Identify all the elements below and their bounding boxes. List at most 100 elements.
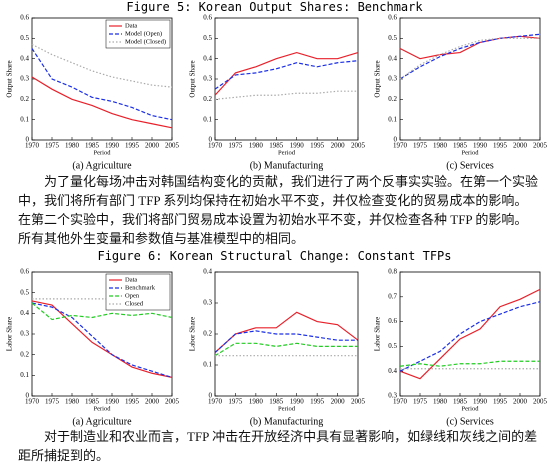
x-tick-label: 2000	[513, 142, 528, 150]
x-tick-label: 1995	[310, 142, 325, 150]
y-tick-label: 0.4	[388, 54, 397, 62]
series-line	[399, 35, 541, 60]
x-tick-label: 1980	[65, 398, 80, 406]
x-axis-label: Period	[94, 405, 112, 412]
y-tick-label: 0.3	[388, 75, 397, 83]
series-line	[214, 60, 359, 90]
y-tick-label: 0.4	[203, 268, 212, 276]
series-line	[31, 48, 173, 121]
y-tick-label: 0.2	[203, 95, 212, 103]
x-tick-label: 1995	[310, 398, 325, 406]
series-line	[214, 51, 359, 96]
x-tick-label: 2005	[533, 142, 548, 150]
series-line	[214, 311, 359, 354]
y-tick-label: 0.6	[388, 14, 397, 22]
series-line	[399, 360, 540, 367]
legend-label: Open	[125, 292, 140, 299]
chart-caption: (c) Services	[446, 160, 494, 171]
y-tick-label: 0.1	[203, 361, 212, 369]
chart-caption: (b) Manufacturing	[250, 160, 324, 171]
x-tick-label: 1985	[85, 398, 100, 406]
series-line	[31, 300, 173, 378]
chart-caption: (a) Agriculture	[72, 416, 132, 427]
y-tick-label: 0.2	[20, 95, 29, 103]
x-tick-label: 1985	[453, 398, 468, 406]
x-tick-label: 1975	[45, 142, 60, 150]
y-tick-label: 0.5	[203, 34, 212, 42]
y-tick-label: 0.5	[20, 288, 29, 296]
series-line	[399, 301, 541, 372]
x-tick-label: 1985	[269, 142, 284, 150]
y-tick-label: 0.1	[388, 115, 397, 123]
x-axis-label: Period	[462, 405, 480, 412]
y-tick-label: 0	[394, 136, 398, 144]
series-line	[31, 43, 173, 88]
y-tick-label: 0.7	[388, 292, 397, 300]
x-tick-label: 1975	[413, 142, 428, 150]
chart-caption: (c) Services	[446, 416, 494, 427]
x-tick-label: 1985	[269, 398, 284, 406]
legend-label: Benchmark	[125, 284, 156, 291]
x-tick-label: 2005	[165, 142, 180, 150]
y-tick-label: 0.6	[20, 268, 29, 276]
y-axis-label: Output Share	[189, 60, 197, 97]
x-tick-label: 1995	[125, 142, 140, 150]
y-tick-label: 0.1	[20, 115, 29, 123]
x-tick-label: 2005	[533, 398, 548, 406]
series-line	[214, 90, 358, 100]
y-tick-label: 0.5	[20, 34, 29, 42]
series-line	[214, 330, 358, 354]
x-tick-label: 1980	[249, 142, 264, 150]
x-tick-label: 1970	[25, 142, 40, 150]
x-tick-label: 1985	[453, 142, 468, 150]
legend-label: Closed	[125, 300, 144, 307]
y-axis-label: Labor Share	[374, 317, 382, 351]
x-tick-label: 2000	[145, 398, 160, 406]
y-tick-label: 0.1	[203, 115, 212, 123]
chart-caption: (a) Agriculture	[72, 160, 132, 171]
paragraph: 对于制造业和农业而言，TFP 冲击在开放经济中具有显著影响，如绿线和灰线之间的差…	[18, 429, 538, 463]
x-tick-label: 2000	[145, 142, 160, 150]
x-tick-label: 1980	[65, 142, 80, 150]
legend-label: Data	[125, 22, 137, 29]
paragraph: 为了量化每场冲击对韩国结构变化的贡献，我们进行了两个反事实实验。在第一个实验中，…	[18, 174, 539, 246]
y-tick-label: 0.3	[203, 75, 212, 83]
x-tick-label: 1980	[433, 398, 448, 406]
x-tick-label: 1975	[228, 142, 243, 150]
x-tick-label: 1975	[45, 398, 60, 406]
y-tick-label: 0.6	[388, 317, 397, 325]
figure-title: Figure 6: Korean Structural Change: Cons…	[97, 249, 452, 263]
y-tick-label: 0.6	[20, 14, 29, 22]
y-tick-label: 0	[209, 392, 213, 400]
x-tick-label: 2000	[513, 398, 528, 406]
x-tick-label: 2000	[331, 142, 346, 150]
legend-label: Data	[125, 276, 137, 283]
plot-frame	[214, 17, 359, 141]
x-tick-label: 1970	[208, 398, 223, 406]
y-axis-label: Labor Share	[189, 317, 197, 351]
legend-label: Model (Closed)	[125, 38, 166, 45]
y-tick-label: 0.4	[388, 367, 397, 375]
x-axis-label: Period	[462, 149, 480, 156]
series-line	[214, 342, 358, 357]
y-tick-label: 0.3	[20, 75, 29, 83]
x-tick-label: 1980	[433, 142, 448, 150]
x-tick-label: 1990	[105, 142, 120, 150]
x-tick-label: 1985	[85, 142, 100, 150]
y-axis-label: Output Share	[374, 60, 382, 97]
series-line	[399, 33, 541, 80]
y-tick-label: 0	[209, 136, 213, 144]
y-tick-label: 0.4	[20, 54, 29, 62]
x-tick-label: 1990	[105, 398, 120, 406]
x-tick-label: 1970	[393, 398, 408, 406]
plot-frame	[399, 271, 541, 397]
y-tick-label: 0.8	[388, 268, 397, 276]
y-tick-label: 0.3	[203, 299, 212, 307]
y-tick-label: 0.5	[388, 342, 397, 350]
x-tick-label: 2005	[351, 398, 366, 406]
y-tick-label: 0.5	[388, 34, 397, 42]
y-axis-label: Output Share	[6, 60, 14, 97]
chart-caption: (b) Manufacturing	[250, 416, 324, 427]
